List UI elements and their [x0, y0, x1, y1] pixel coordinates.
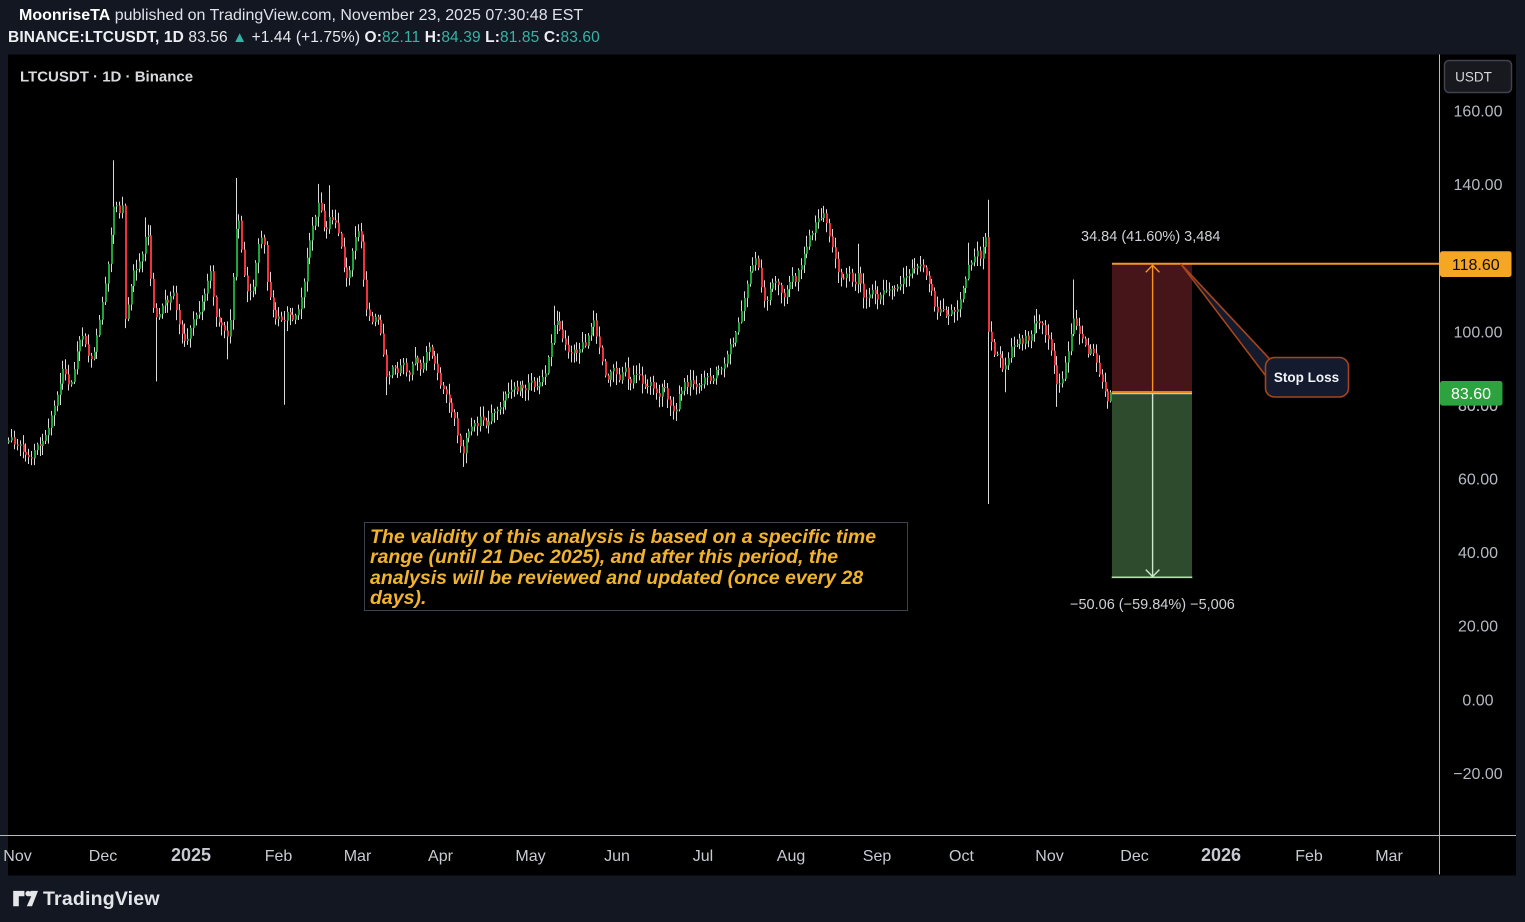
svg-text:Feb: Feb — [265, 848, 293, 865]
svg-text:Sep: Sep — [863, 848, 892, 865]
svg-text:Nov: Nov — [3, 848, 31, 865]
svg-text:60.00: 60.00 — [1458, 472, 1498, 489]
svg-text:Mar: Mar — [1375, 848, 1403, 865]
svg-text:Apr: Apr — [428, 848, 454, 865]
svg-text:34.84 (41.60%) 3,484: 34.84 (41.60%) 3,484 — [1081, 229, 1220, 245]
svg-text:−50.06 (−59.84%) −5,006: −50.06 (−59.84%) −5,006 — [1070, 597, 1235, 613]
svg-text:0.00: 0.00 — [1462, 692, 1493, 709]
svg-text:May: May — [515, 848, 545, 865]
svg-text:Stop Loss: Stop Loss — [1274, 370, 1339, 385]
svg-text:LTCUSDT · 1D · Binance: LTCUSDT · 1D · Binance — [20, 69, 193, 86]
svg-text:140.00: 140.00 — [1454, 177, 1503, 194]
svg-text:2026: 2026 — [1201, 845, 1241, 865]
svg-text:Feb: Feb — [1295, 848, 1323, 865]
svg-text:118.60: 118.60 — [1452, 257, 1500, 274]
svg-text:100.00: 100.00 — [1454, 324, 1503, 341]
svg-text:160.00: 160.00 — [1454, 104, 1503, 121]
svg-text:Mar: Mar — [344, 848, 372, 865]
svg-text:Jul: Jul — [693, 848, 713, 865]
svg-text:−20.00: −20.00 — [1453, 766, 1502, 783]
svg-text:Dec: Dec — [1120, 848, 1148, 865]
svg-text:Dec: Dec — [89, 848, 117, 865]
svg-text:Oct: Oct — [949, 848, 974, 865]
svg-text:20.00: 20.00 — [1458, 619, 1498, 636]
svg-text:Jun: Jun — [604, 848, 630, 865]
svg-text:83.60: 83.60 — [1451, 386, 1491, 403]
svg-text:40.00: 40.00 — [1458, 545, 1498, 562]
svg-text:USDT: USDT — [1455, 70, 1492, 85]
svg-text:Nov: Nov — [1035, 848, 1063, 865]
svg-text:Aug: Aug — [777, 848, 805, 865]
svg-text:2025: 2025 — [171, 845, 211, 865]
